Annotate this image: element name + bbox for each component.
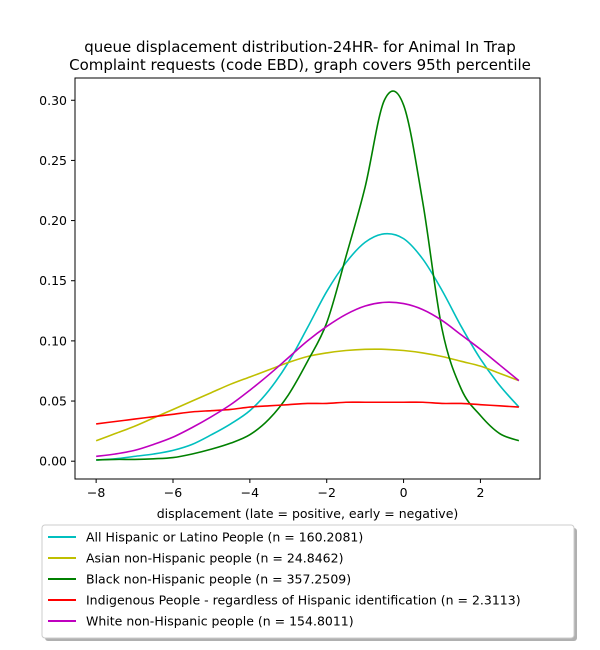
x-tick-label-2: −4 <box>241 485 259 500</box>
legend-entry-3: Indigenous People - regardless of Hispan… <box>48 593 521 608</box>
series-line-3 <box>96 401 519 425</box>
y-tick-label-1: 0.05 <box>39 394 67 409</box>
x-tick-label-4: 0 <box>400 485 408 500</box>
series-line-2 <box>96 90 520 461</box>
y-tick-label-3: 0.15 <box>39 273 67 288</box>
x-tick-label-1: −6 <box>164 485 182 500</box>
y-tick-label-2: 0.10 <box>39 333 67 348</box>
x-axis-label: displacement (late = positive, early = n… <box>157 506 459 521</box>
legend-label-0: All Hispanic or Latino People (n = 160.2… <box>86 530 363 545</box>
legend-entry-4: White non-Hispanic people (n = 154.8011) <box>48 614 354 629</box>
legend-label-3: Indigenous People - regardless of Hispan… <box>86 593 521 608</box>
y-tick-label-5: 0.25 <box>39 153 67 168</box>
series-lines <box>95 90 520 461</box>
x-tick-label-5: 2 <box>476 485 484 500</box>
y-tick-label-6: 0.30 <box>39 93 67 108</box>
chart-title: queue displacement distribution-24HR- fo… <box>69 38 531 74</box>
legend-label-2: Black non-Hispanic people (n = 357.2509) <box>86 572 351 587</box>
y-tick-label-4: 0.20 <box>39 213 67 228</box>
legend-entry-2: Black non-Hispanic people (n = 357.2509) <box>48 572 351 587</box>
legend: All Hispanic or Latino People (n = 160.2… <box>41 524 577 641</box>
title-line-2: Complaint requests (code EBD), graph cov… <box>69 56 531 74</box>
axes-frame <box>74 77 541 480</box>
series-line-1 <box>95 348 520 442</box>
x-tick-label-0: −8 <box>87 485 105 500</box>
legend-label-4: White non-Hispanic people (n = 154.8011) <box>86 614 354 629</box>
legend-entry-0: All Hispanic or Latino People (n = 160.2… <box>48 530 363 545</box>
y-tick-label-0: 0.00 <box>39 454 67 469</box>
legend-box <box>41 524 575 639</box>
legend-label-1: Asian non-Hispanic people (n = 24.8462) <box>86 551 343 566</box>
x-tick-label-3: −2 <box>317 485 335 500</box>
x-axis: −8 −6 −4 −2 0 2 <box>87 479 484 500</box>
title-line-1: queue displacement distribution-24HR- fo… <box>84 38 515 56</box>
plot-area <box>74 77 541 480</box>
legend-entry-1: Asian non-Hispanic people (n = 24.8462) <box>48 551 343 566</box>
y-axis: 0.00 0.05 0.10 0.15 0.20 0.25 0.30 <box>39 93 75 469</box>
series-line-0 <box>96 232 520 461</box>
series-line-4 <box>96 301 520 458</box>
